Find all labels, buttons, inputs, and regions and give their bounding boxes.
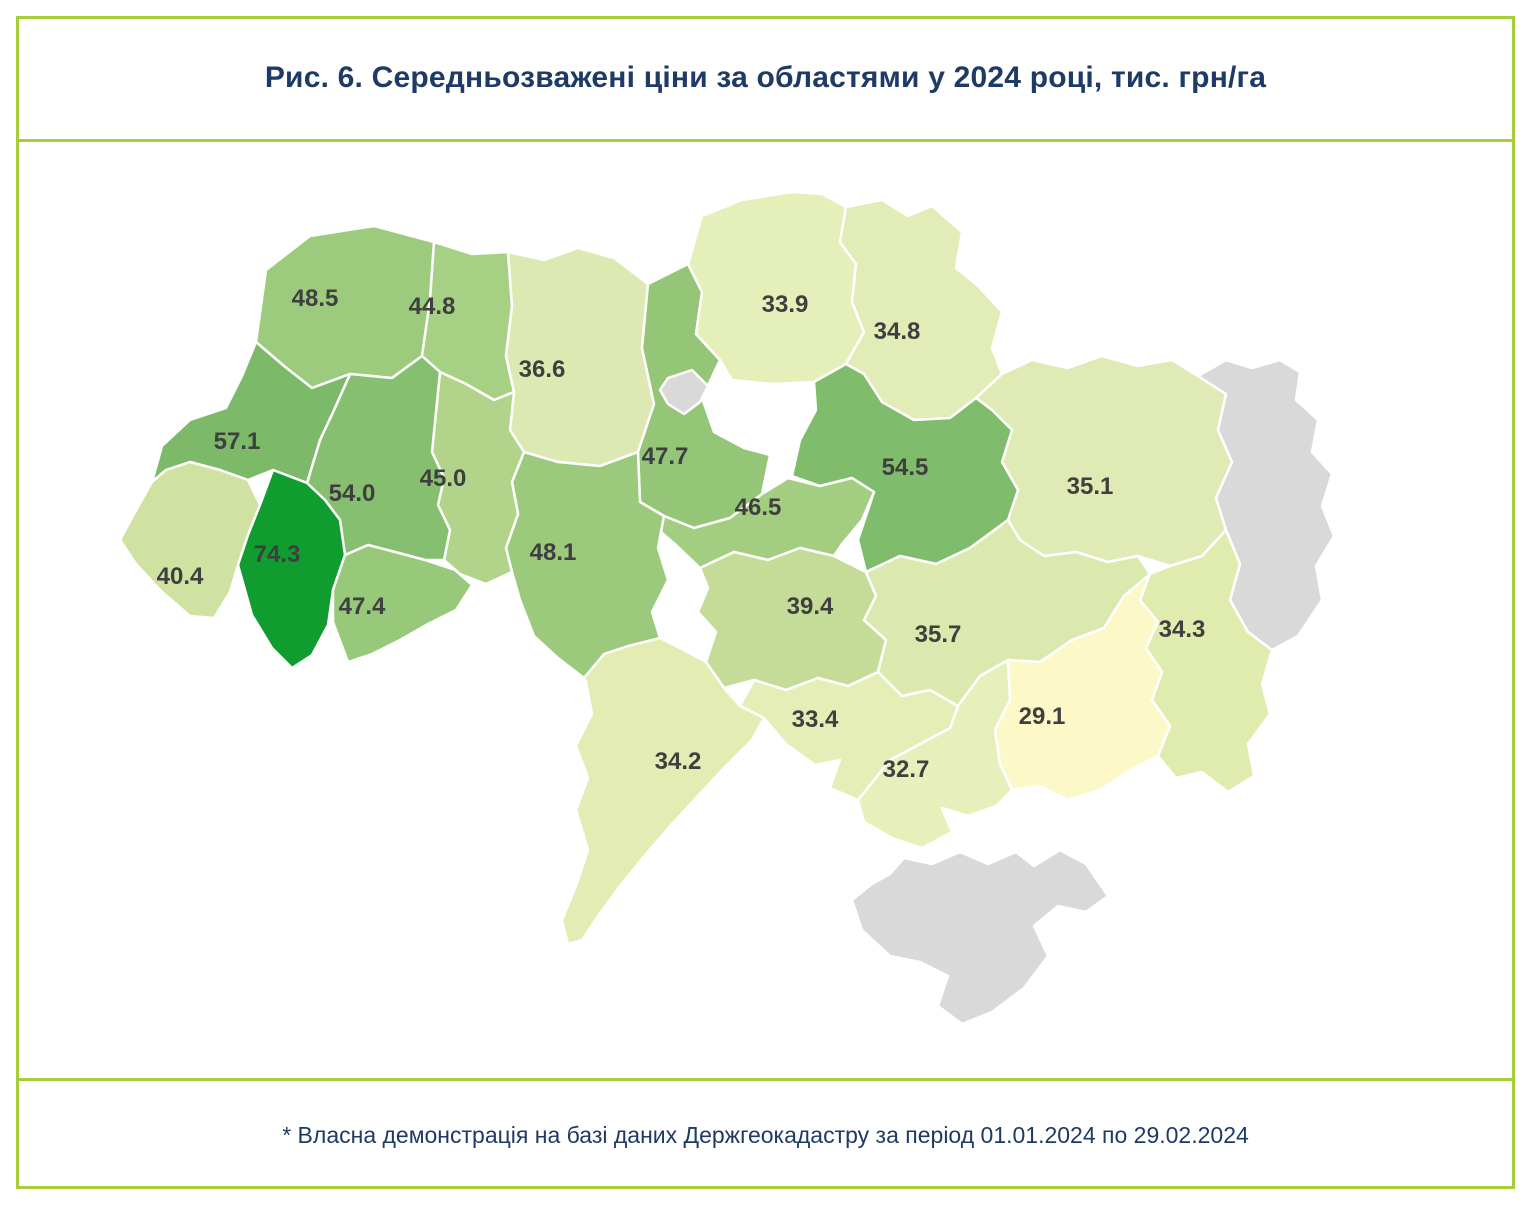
- region-value-cherkasy: 46.5: [735, 494, 782, 521]
- region-mykolaiv: [738, 670, 960, 802]
- region-value-khmelnytskyi: 45.0: [420, 465, 467, 492]
- region-value-poltava: 54.5: [882, 454, 929, 481]
- region-kyiv-city: [658, 368, 710, 416]
- region-zaporizhzhia: [993, 572, 1172, 802]
- region-chernivtsi: [331, 543, 474, 664]
- footer-row: * Власна демонстрація на базі даних Держ…: [16, 1081, 1515, 1189]
- region-value-chernivtsi: 47.4: [339, 593, 386, 620]
- region-value-mykolaiv: 33.4: [792, 706, 839, 733]
- region-value-kharkiv: 35.1: [1067, 473, 1114, 500]
- region-value-dnipropetrovsk: 35.7: [915, 621, 962, 648]
- region-value-donetsk: 34.3: [1159, 616, 1206, 643]
- region-value-sumy: 34.8: [874, 318, 921, 345]
- region-value-kirovohrad: 39.4: [787, 593, 834, 620]
- region-value-zhytomyr: 36.6: [519, 356, 566, 383]
- region-zakarpattia: [118, 460, 262, 620]
- region-value-odesa: 34.2: [655, 748, 702, 775]
- region-odesa: [560, 636, 766, 946]
- region-value-volyn: 48.5: [292, 285, 339, 312]
- region-luhansk: [1196, 358, 1336, 652]
- region-ivano-frankivsk: [236, 468, 347, 670]
- region-value-kyiv-oblast: 47.7: [642, 443, 689, 470]
- region-value-vinnytsia: 48.1: [530, 539, 577, 566]
- region-value-ternopil: 54.0: [329, 480, 376, 507]
- region-value-kherson: 32.7: [883, 756, 930, 783]
- region-value-zakarpattia: 40.4: [157, 563, 204, 590]
- region-crimea: [850, 848, 1110, 1026]
- title-row: Рис. 6. Середньозважені ціни за областям…: [16, 16, 1515, 140]
- region-value-ivano-frankivsk: 74.3: [254, 541, 301, 568]
- region-chernihiv: [686, 190, 866, 386]
- region-value-lviv: 57.1: [214, 428, 261, 455]
- region-value-chernihiv: 33.9: [762, 291, 809, 318]
- figure-title: Рис. 6. Середньозважені ціни за областям…: [264, 61, 1267, 94]
- region-value-zaporizhzhia: 29.1: [1019, 703, 1066, 730]
- figure-footnote: * Власна демонстрація на базі даних Держ…: [282, 1121, 1249, 1148]
- region-value-rivne: 44.8: [409, 293, 456, 320]
